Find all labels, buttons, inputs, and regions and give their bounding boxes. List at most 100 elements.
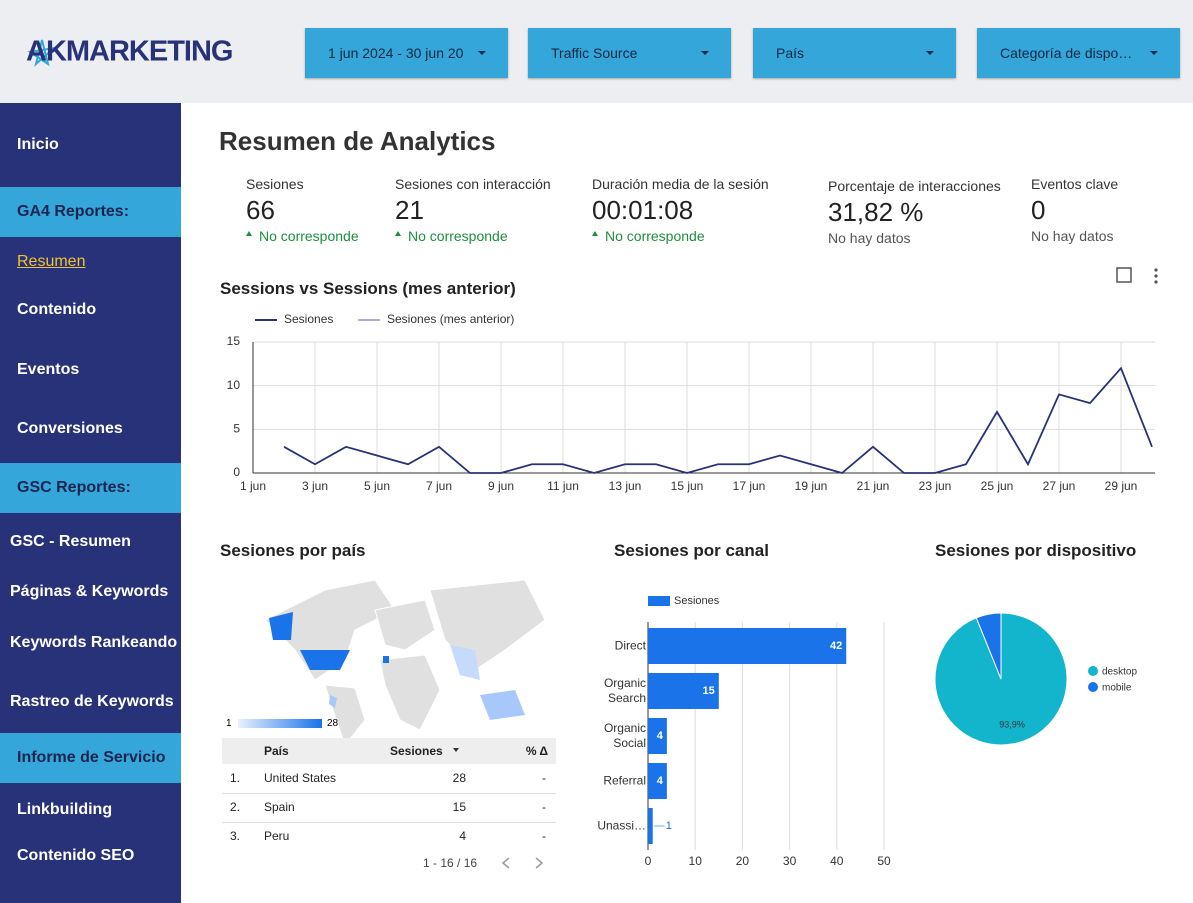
kpi-note: No hay datos	[828, 230, 911, 246]
legend-swatch	[648, 596, 670, 606]
legend-label: desktop	[1102, 667, 1137, 678]
column-header[interactable]: % Δ	[525, 744, 548, 758]
logo-star	[27, 39, 58, 67]
source-filter[interactable]: Traffic Source	[528, 28, 731, 78]
chart-toolbar[interactable]	[1112, 264, 1168, 288]
kpi-label: Duración media de la sesión	[592, 176, 769, 192]
geo-map	[264, 579, 546, 745]
x-tick-label: 15 jun	[671, 479, 704, 493]
line-chart: 0 5 10 15 1 jun 3 jun 5 jun 7 jun 9 jun 11 jun 13 …	[227, 312, 1155, 493]
x-tick-label: 13 jun	[609, 479, 642, 493]
row-index: 3.	[230, 829, 241, 843]
category-label: Referral	[603, 773, 646, 788]
x-tick-label: 0	[645, 854, 652, 868]
legend-label: Sesiones (mes anterior)	[387, 312, 514, 326]
chart-title: Sesiones por dispositivo	[935, 541, 1137, 560]
section-label: GSC Reportes:	[17, 479, 131, 496]
nav-item[interactable]: Contenido	[17, 301, 97, 318]
category-label: Direct	[614, 638, 646, 653]
nav-item[interactable]: Linkbuilding	[17, 801, 113, 818]
sidebar: Inicio GA4 Reportes: Resumen Contenido E…	[0, 103, 181, 903]
bar-value-label: 15	[703, 685, 715, 697]
x-tick-label: 23 jun	[919, 479, 952, 493]
nav-item[interactable]: Conversiones	[17, 420, 123, 437]
x-tick-label: 7 jun	[426, 479, 452, 493]
x-tick-label: 1 jun	[240, 479, 266, 493]
header: AKMARKETING 1 jun 2024 - 30 jun 20 Traff…	[0, 0, 1193, 103]
filter-label: País	[776, 45, 805, 61]
x-tick-label: 19 jun	[795, 479, 828, 493]
pager[interactable]	[498, 855, 548, 871]
sessions-cell: 28	[452, 771, 466, 785]
row-index: 1.	[230, 771, 241, 785]
kpi-value: 31,82 %	[828, 197, 924, 227]
row-separator	[222, 793, 556, 794]
nav-item[interactable]: Contenido SEO	[17, 847, 135, 864]
nav-item-active[interactable]: Resumen	[17, 253, 86, 270]
device-filter[interactable]: Categoría de dispo…	[977, 28, 1180, 78]
nav-item[interactable]: Eventos	[17, 361, 80, 378]
x-tick-label: 27 jun	[1043, 479, 1076, 493]
row-separator	[222, 822, 556, 823]
bar-chart: 0 10 20 30 40 50 Sesiones 42 15 4 4 1	[645, 595, 891, 868]
x-tick-label: 50	[877, 854, 891, 868]
logo: AKMARKETING	[26, 36, 234, 68]
kpi-label: Sesiones	[246, 176, 304, 192]
bar-value-label: 1	[666, 820, 672, 832]
delta-cell: -	[542, 829, 546, 843]
x-tick-label: 10	[689, 854, 703, 868]
map-legend-gradient	[238, 719, 322, 728]
bar	[648, 763, 667, 799]
filter-label: Categoría de dispo…	[1000, 45, 1133, 61]
bar-value-label: 4	[657, 730, 664, 742]
bar-value-label: 4	[657, 775, 664, 787]
icon[interactable]	[1116, 267, 1132, 283]
map-legend-min: 1	[226, 718, 232, 729]
bar	[648, 673, 719, 709]
x-tick-label: 21 jun	[857, 479, 890, 493]
slice-label: 93,9%	[999, 719, 1025, 729]
x-tick-label: 25 jun	[981, 479, 1014, 493]
line-series	[283, 366, 1153, 474]
trend-arrow	[395, 231, 401, 236]
kpi-value: 0	[1031, 195, 1046, 225]
nav-item[interactable]: Rastreo de Keywords	[10, 693, 174, 710]
y-tick-label: 15	[227, 334, 241, 348]
category-label: Unassi…	[597, 818, 646, 833]
bar	[648, 628, 847, 664]
section-label: Informe de Servicio	[17, 749, 166, 766]
country-name: Spain	[264, 800, 295, 814]
sessions-cell: 15	[452, 800, 466, 814]
kpi-label: Eventos clave	[1031, 176, 1119, 192]
kpi-value: 00:01:08	[592, 195, 694, 225]
x-tick-label: 17 jun	[733, 479, 766, 493]
delta-cell: -	[542, 771, 546, 785]
kpi-note: No corresponde	[605, 228, 705, 244]
nav-item[interactable]: Páginas & Keywords	[10, 583, 169, 600]
nav-item[interactable]: Inicio	[17, 136, 59, 153]
x-tick-label: 3 jun	[302, 479, 328, 493]
nav-item[interactable]: Keywords Rankeando	[10, 634, 178, 651]
country-filter[interactable]: País	[753, 28, 956, 78]
sort-icon	[453, 748, 459, 752]
date-filter[interactable]: 1 jun 2024 - 30 jun 20	[305, 28, 508, 78]
trend-arrow	[246, 231, 252, 236]
kpi-label: Porcentaje de interacciones	[828, 178, 1001, 194]
trend-arrow	[592, 231, 598, 236]
pagination: 1 - 16 / 16	[423, 856, 478, 870]
x-tick-label: 30	[783, 854, 797, 868]
filter-label: 1 jun 2024 - 30 jun 20	[328, 45, 464, 61]
x-tick-label: 11 jun	[547, 479, 579, 493]
column-header[interactable]: Sesiones	[390, 744, 443, 758]
category-label: Organic Search	[603, 676, 646, 705]
column-header[interactable]: País	[264, 744, 289, 758]
delta-cell: -	[542, 800, 546, 814]
kpi-note: No hay datos	[1031, 228, 1114, 244]
bar	[648, 808, 653, 844]
country-name: Peru	[264, 829, 290, 843]
bar	[648, 718, 667, 754]
nav-item[interactable]: GSC - Resumen	[10, 533, 131, 550]
chart-title: Sessions vs Sessions (mes anterior)	[220, 279, 516, 298]
country-name: United States	[264, 771, 337, 785]
